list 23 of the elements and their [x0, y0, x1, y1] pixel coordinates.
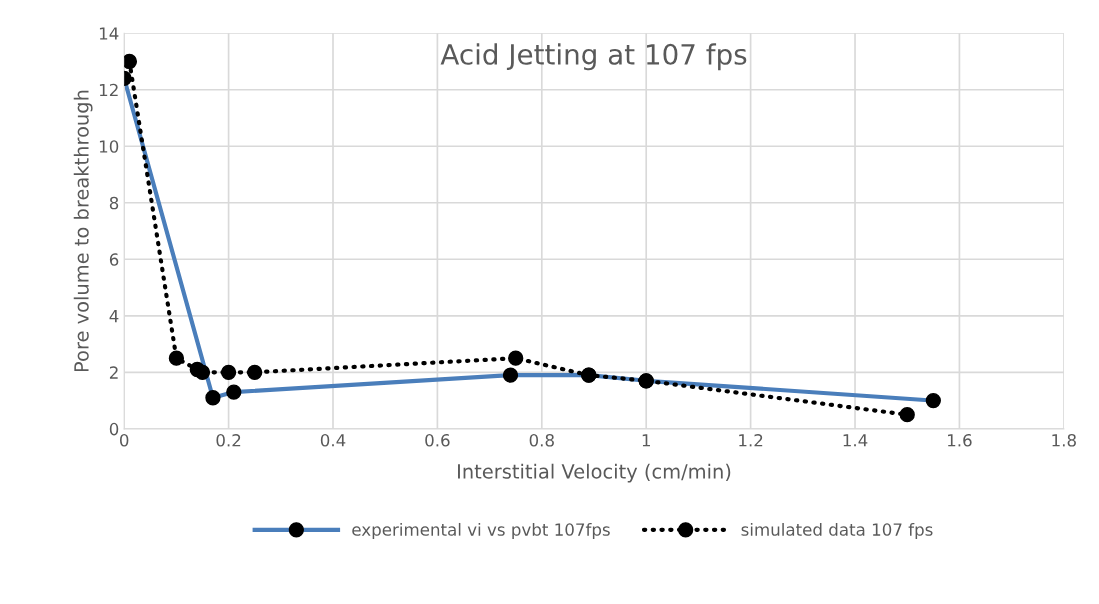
- legend-label: experimental vi vs pvbt 107fps: [352, 522, 610, 540]
- x-tick-label: 1.4: [843, 434, 868, 447]
- y-tick-label: 10: [99, 140, 119, 153]
- x-tick-label: 1.8: [1052, 434, 1076, 447]
- chart-title: Acid Jetting at 107 fps: [440, 43, 747, 71]
- y-tick-label: 0: [109, 422, 119, 436]
- y-axis-title: Pore volume to breakthrough: [73, 90, 93, 372]
- y-tick-label: 12: [99, 83, 118, 97]
- y-tick-label: 4: [109, 309, 119, 323]
- x-tick-label: 1.6: [948, 434, 972, 447]
- x-tick-label: 0.2: [216, 434, 241, 447]
- x-tick-label: 0.8: [529, 434, 554, 447]
- y-tick-label: 14: [99, 27, 119, 40]
- x-tick-label: 0.4: [320, 434, 346, 447]
- x-tick-label: 0: [119, 434, 129, 447]
- x-tick-label: 0.6: [425, 434, 450, 447]
- x-tick-label: 1: [642, 434, 650, 447]
- x-axis-title: Interstitial Velocity (cm/min): [458, 463, 731, 483]
- x-tick-label: 1.2: [739, 434, 763, 447]
- y-tick-label: 2: [109, 366, 118, 379]
- y-tick-label: 6: [109, 253, 119, 266]
- legend-label: simulated data 107 fps: [741, 522, 933, 540]
- y-tick-label: 8: [109, 196, 119, 210]
